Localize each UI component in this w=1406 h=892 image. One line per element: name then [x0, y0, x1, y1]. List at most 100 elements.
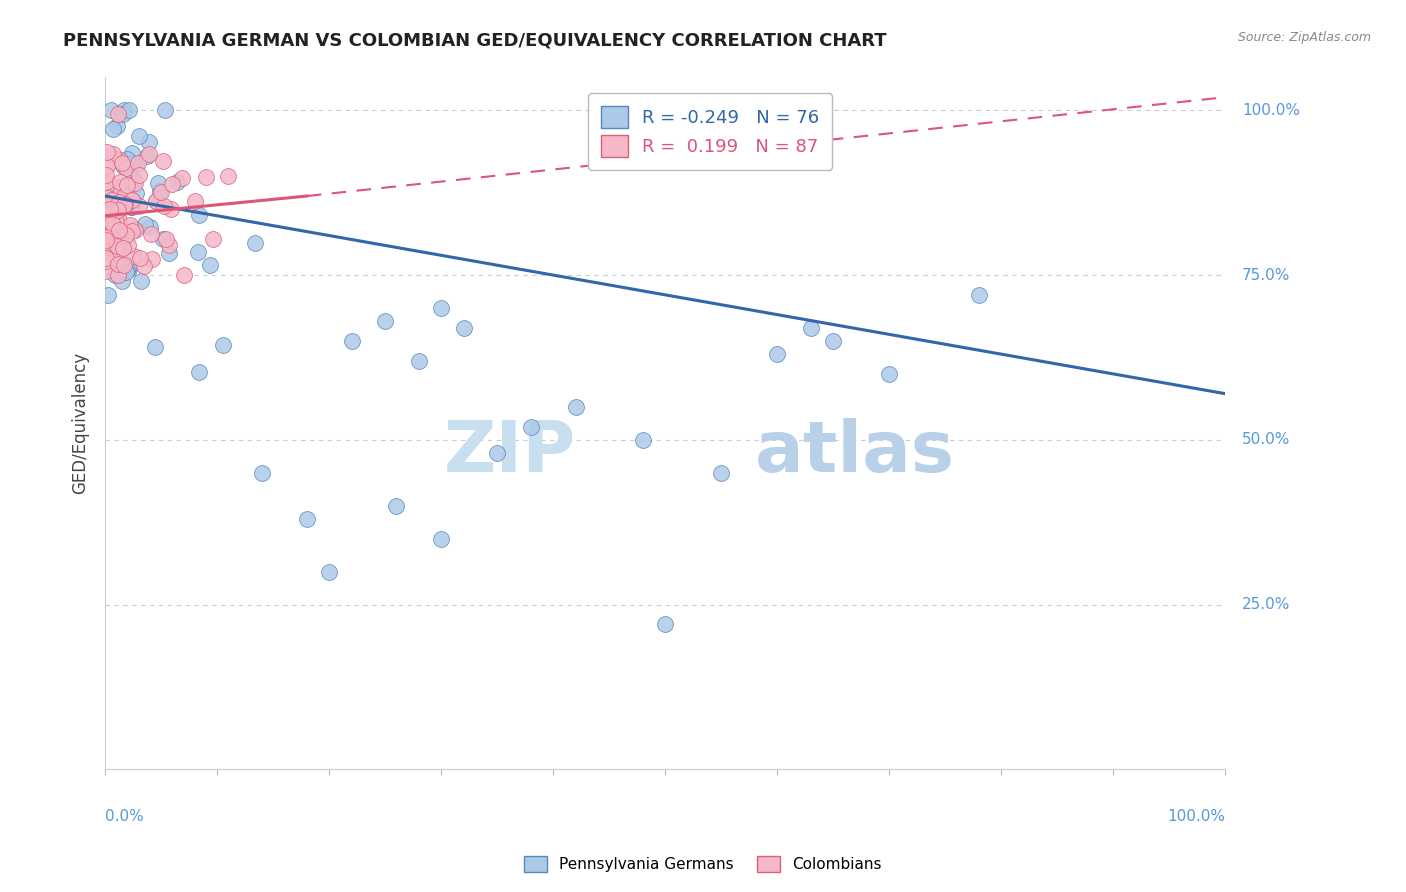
- Point: [112, 259, 135, 273]
- Point: [96, 159, 118, 173]
- Point: [97, 215, 120, 229]
- Point: [654, 617, 676, 632]
- Point: [153, 103, 176, 118]
- Point: [97, 178, 120, 192]
- Point: [121, 193, 143, 207]
- Point: [114, 161, 136, 175]
- Point: [162, 177, 184, 191]
- Point: [121, 193, 143, 207]
- Point: [108, 179, 131, 194]
- Point: [115, 152, 138, 166]
- Point: [155, 232, 177, 246]
- Point: [150, 186, 173, 200]
- Point: [104, 268, 127, 282]
- Text: atlas: atlas: [755, 418, 955, 488]
- Point: [152, 153, 174, 168]
- Text: 0.0%: 0.0%: [105, 809, 143, 824]
- Point: [108, 195, 131, 210]
- Point: [188, 208, 211, 222]
- Point: [172, 171, 194, 186]
- Point: [94, 160, 117, 174]
- Point: [160, 202, 183, 216]
- Point: [98, 202, 121, 217]
- Point: [100, 216, 122, 230]
- Point: [112, 107, 135, 121]
- Point: [103, 212, 125, 227]
- Point: [101, 211, 124, 226]
- Point: [136, 149, 159, 163]
- Point: [97, 207, 120, 221]
- Point: [340, 334, 363, 348]
- Point: [128, 199, 150, 213]
- Point: [104, 225, 127, 239]
- Point: [166, 175, 188, 189]
- Point: [152, 232, 174, 246]
- Point: [138, 146, 160, 161]
- Point: [98, 229, 121, 244]
- Text: Source: ZipAtlas.com: Source: ZipAtlas.com: [1237, 31, 1371, 45]
- Point: [94, 229, 117, 244]
- Text: ZIP: ZIP: [443, 418, 575, 488]
- Point: [118, 261, 141, 276]
- Point: [118, 157, 141, 171]
- Point: [107, 119, 129, 133]
- Point: [107, 257, 129, 271]
- Point: [103, 230, 125, 244]
- Point: [96, 219, 118, 234]
- Point: [430, 301, 453, 315]
- Point: [112, 159, 135, 173]
- Point: [318, 565, 340, 579]
- Point: [145, 194, 167, 208]
- Point: [108, 153, 131, 167]
- Point: [118, 219, 141, 233]
- Point: [486, 446, 509, 460]
- Text: 25.0%: 25.0%: [1241, 597, 1291, 612]
- Point: [877, 367, 900, 381]
- Point: [122, 173, 145, 187]
- Point: [104, 233, 127, 247]
- Point: [111, 156, 134, 170]
- Point: [122, 221, 145, 235]
- Point: [217, 169, 239, 183]
- Point: [117, 183, 139, 197]
- Point: [121, 146, 143, 161]
- Point: [104, 252, 127, 267]
- Point: [141, 252, 163, 267]
- Point: [143, 340, 166, 354]
- Point: [97, 177, 120, 191]
- Point: [453, 320, 475, 334]
- Point: [112, 241, 135, 255]
- Point: [124, 176, 146, 190]
- Point: [157, 238, 180, 252]
- Point: [101, 122, 124, 136]
- Point: [105, 215, 128, 229]
- Point: [385, 499, 408, 513]
- Point: [124, 223, 146, 237]
- Point: [97, 204, 120, 219]
- Point: [110, 184, 132, 198]
- Point: [96, 251, 118, 265]
- Point: [430, 532, 453, 546]
- Point: [105, 250, 128, 264]
- Point: [101, 147, 124, 161]
- Point: [97, 288, 120, 302]
- Point: [121, 200, 143, 214]
- Point: [120, 201, 142, 215]
- Text: PENNSYLVANIA GERMAN VS COLOMBIAN GED/EQUIVALENCY CORRELATION CHART: PENNSYLVANIA GERMAN VS COLOMBIAN GED/EQU…: [63, 31, 887, 49]
- Point: [374, 314, 396, 328]
- Point: [148, 176, 170, 190]
- Point: [94, 168, 117, 182]
- Point: [188, 365, 211, 379]
- Point: [98, 208, 121, 222]
- Point: [96, 145, 118, 159]
- Point: [408, 353, 430, 368]
- Point: [112, 189, 135, 203]
- Point: [107, 213, 129, 227]
- Point: [96, 254, 118, 268]
- Point: [121, 224, 143, 238]
- Point: [127, 156, 149, 170]
- Point: [295, 512, 318, 526]
- Point: [823, 334, 845, 348]
- Legend: R = -0.249   N = 76, R =  0.199   N = 87: R = -0.249 N = 76, R = 0.199 N = 87: [588, 94, 832, 170]
- Point: [104, 151, 127, 165]
